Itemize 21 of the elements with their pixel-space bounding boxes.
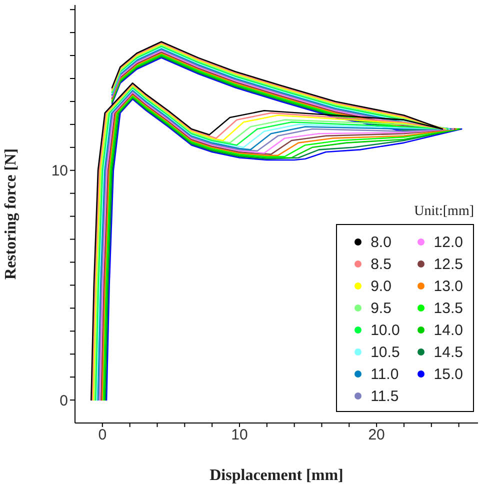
legend-label: 8.0 [370, 234, 392, 250]
legend-label: 13.0 [434, 278, 463, 294]
legend-label: 9.0 [370, 278, 392, 294]
x-tick-label: 20 [368, 426, 385, 444]
legend-label: 14.5 [434, 344, 463, 360]
legend-label: 11.5 [370, 388, 399, 404]
legend-label: 11.0 [370, 366, 399, 382]
legend-label: 13.5 [434, 300, 463, 316]
legend-label: 15.0 [434, 366, 463, 382]
legend-label: 8.5 [370, 256, 392, 272]
legend-label: 9.5 [370, 300, 392, 316]
legend-label: 10.5 [370, 344, 400, 360]
legend-label: 10.0 [370, 322, 400, 338]
x-axis-title: Displacement [mm] [210, 467, 344, 484]
y-axis-title: Restoring force [N] [2, 148, 20, 280]
x-tick-label: 10 [231, 426, 248, 444]
legend-label: 12.0 [434, 234, 463, 250]
legend-label: 14.0 [434, 322, 463, 338]
legend-label: 12.5 [434, 256, 463, 272]
legend-title: Unit:[mm] [413, 204, 474, 220]
x-tick-label: 0 [98, 426, 107, 444]
